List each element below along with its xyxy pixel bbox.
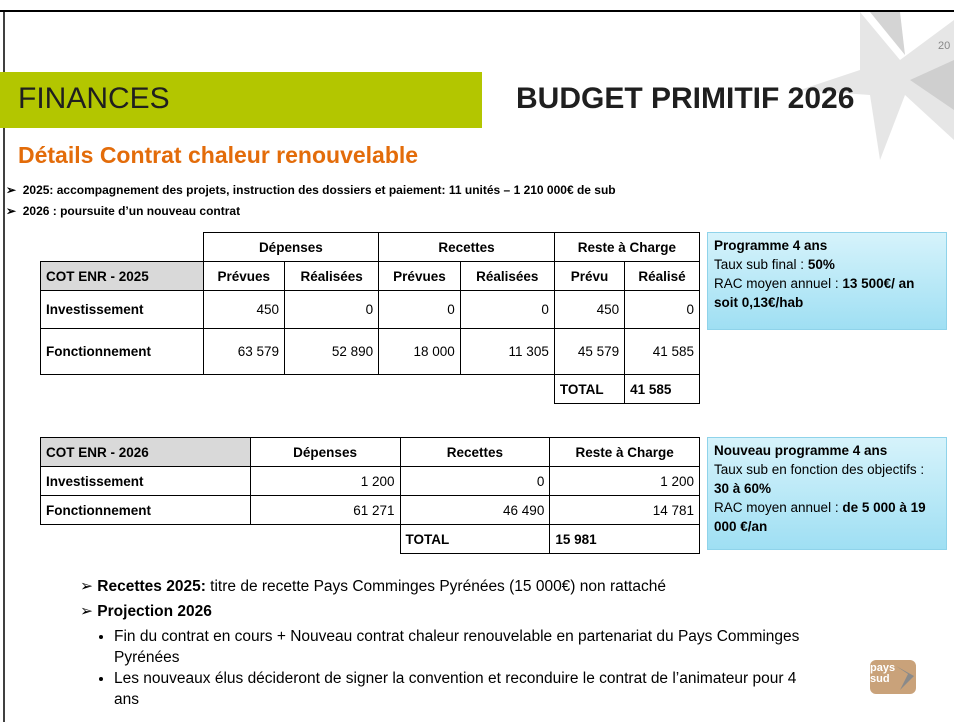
row-label: Investissement <box>41 467 251 496</box>
box-text: 50% <box>808 257 835 272</box>
total-value: 41 585 <box>625 375 700 404</box>
bullet: ➢ 2025: accompagnement des projets, inst… <box>6 180 616 201</box>
subheader: Réalisé <box>625 262 700 291</box>
cell: 0 <box>625 291 700 329</box>
header-cell: Recettes <box>400 438 550 467</box>
sub-item: Les nouveaux élus décideront de signer l… <box>114 668 800 710</box>
title: BUDGET PRIMITIF 2026 <box>516 82 854 116</box>
corner-cell: COT ENR - 2025 <box>41 262 204 291</box>
box-line: Taux sub en fonction des objectifs : 30 … <box>714 460 940 498</box>
note: ➢ Recettes 2025: titre de recette Pays C… <box>80 576 800 597</box>
blank-cell <box>41 525 401 554</box>
group-header: Recettes <box>379 233 555 262</box>
subheader: Réalisées <box>460 262 554 291</box>
sub-list: Fin du contrat en cours + Nouveau contra… <box>80 626 800 710</box>
note: ➢ Projection 2026 <box>80 601 800 622</box>
bullet-text: 2026 : poursuite d’un nouveau contrat <box>23 204 240 218</box>
cell: 14 781 <box>550 496 700 525</box>
cell: 41 585 <box>625 329 700 375</box>
subheader: Réalisées <box>285 262 379 291</box>
group-header: Reste à Charge <box>554 233 699 262</box>
box-line: RAC moyen annuel : de 5 000 à 19 000 €/a… <box>714 498 940 536</box>
cell: 0 <box>400 467 550 496</box>
cell: 450 <box>554 291 624 329</box>
header-cell: Reste à Charge <box>550 438 700 467</box>
cell: 45 579 <box>554 329 624 375</box>
header-cell: COT ENR - 2026 <box>41 438 251 467</box>
logo: pays sud <box>870 663 895 685</box>
cell: 63 579 <box>203 329 285 375</box>
bullet-text: 2025: accompagnement des projets, instru… <box>23 183 616 197</box>
cell: 0 <box>285 291 379 329</box>
subheader: Prévues <box>203 262 285 291</box>
group-header: Dépenses <box>203 233 379 262</box>
cell: 450 <box>203 291 285 329</box>
blank-cell <box>41 233 204 262</box>
total-value: 15 981 <box>550 525 700 554</box>
cell: 1 200 <box>250 467 400 496</box>
total-label: TOTAL <box>400 525 550 554</box>
cell: 1 200 <box>550 467 700 496</box>
note-text: titre de recette Pays Comminges Pyrénées… <box>206 578 666 595</box>
row-label: Fonctionnement <box>41 329 204 375</box>
page-number: 20 <box>938 40 950 52</box>
cell: 18 000 <box>379 329 461 375</box>
blank-cell <box>41 375 555 404</box>
subheader: Prévu <box>554 262 624 291</box>
bullet: ➢ 2026 : poursuite d’un nouveau contrat <box>6 201 616 222</box>
header-cell: Dépenses <box>250 438 400 467</box>
row-label: Fonctionnement <box>41 496 251 525</box>
subheader: Prévues <box>379 262 461 291</box>
logo-text: sud <box>870 674 895 685</box>
box-title: Programme 4 ans <box>714 236 940 255</box>
section: FINANCES <box>18 82 170 116</box>
note-lead: Projection 2026 <box>97 603 212 620</box>
sub-item: Fin du contrat en cours + Nouveau contra… <box>114 626 800 668</box>
box-text: Taux sub final : <box>714 257 808 272</box>
note-lead: Recettes 2025: <box>97 578 206 595</box>
total-label: TOTAL <box>554 375 624 404</box>
cell: 0 <box>460 291 554 329</box>
box-text: RAC moyen annuel : <box>714 276 842 291</box>
box-line: RAC moyen annuel : 13 500€/ an soit 0,13… <box>714 274 940 312</box>
cell: 11 305 <box>460 329 554 375</box>
box-title: Nouveau programme 4 ans <box>714 441 940 460</box>
cell: 0 <box>379 291 461 329</box>
bullets: ➢ 2025: accompagnement des projets, inst… <box>6 180 616 222</box>
box-line: Taux sub final : 50% <box>714 255 940 274</box>
box-text: Taux sub en fonction des objectifs : <box>714 462 924 477</box>
box-text: RAC moyen annuel : <box>714 500 842 515</box>
cell: 61 271 <box>250 496 400 525</box>
row-label: Investissement <box>41 291 204 329</box>
box-text: 30 à 60% <box>714 481 771 496</box>
cell: 52 890 <box>285 329 379 375</box>
subtitle: Détails Contrat chaleur renouvelable <box>18 142 418 169</box>
cell: 46 490 <box>400 496 550 525</box>
notes: ➢ Recettes 2025: titre de recette Pays C… <box>80 576 800 710</box>
slide: pays sud 20 FINANCES BUDGET PRIMITIF 202… <box>0 0 954 722</box>
